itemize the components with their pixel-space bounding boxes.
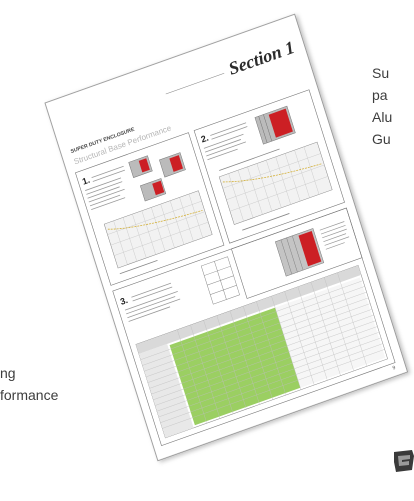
- right-caption-line-1: Su: [372, 65, 390, 81]
- small-grid: [200, 256, 240, 305]
- panel-1-number: 1.: [81, 175, 91, 187]
- left-caption: ng formance: [0, 362, 58, 406]
- right-caption-line-2: pa: [372, 87, 388, 103]
- panel-1-chart: [103, 190, 213, 275]
- panel-2: [193, 89, 345, 244]
- left-caption-line-2: formance: [0, 387, 59, 403]
- panel-2-text-lines: [203, 122, 248, 161]
- panel-1-text-lines: [85, 165, 126, 211]
- panel-2-enclosure-image: [254, 105, 296, 145]
- right-caption-line-4: Gu: [372, 131, 391, 147]
- middle-note-lines: [319, 221, 350, 250]
- page-number: 9: [392, 365, 397, 372]
- panel-2-chart: [218, 141, 333, 231]
- brand-logo: [394, 450, 414, 472]
- panel-3-number: 3.: [119, 295, 129, 307]
- middle-enclosure-image: [274, 228, 325, 277]
- panel-1: [75, 132, 225, 286]
- panel-3-text-lines: [124, 282, 181, 322]
- panel-2-number: 2.: [200, 132, 210, 144]
- panel-3: [112, 207, 396, 447]
- panel-1-enclosure-images: [128, 152, 186, 202]
- performance-table: [135, 265, 388, 439]
- title-rule: [165, 72, 225, 95]
- right-caption-line-3: Alu: [372, 109, 393, 125]
- right-caption: Su pa Alu Gu: [372, 62, 392, 150]
- left-caption-line-1: ng: [0, 365, 16, 381]
